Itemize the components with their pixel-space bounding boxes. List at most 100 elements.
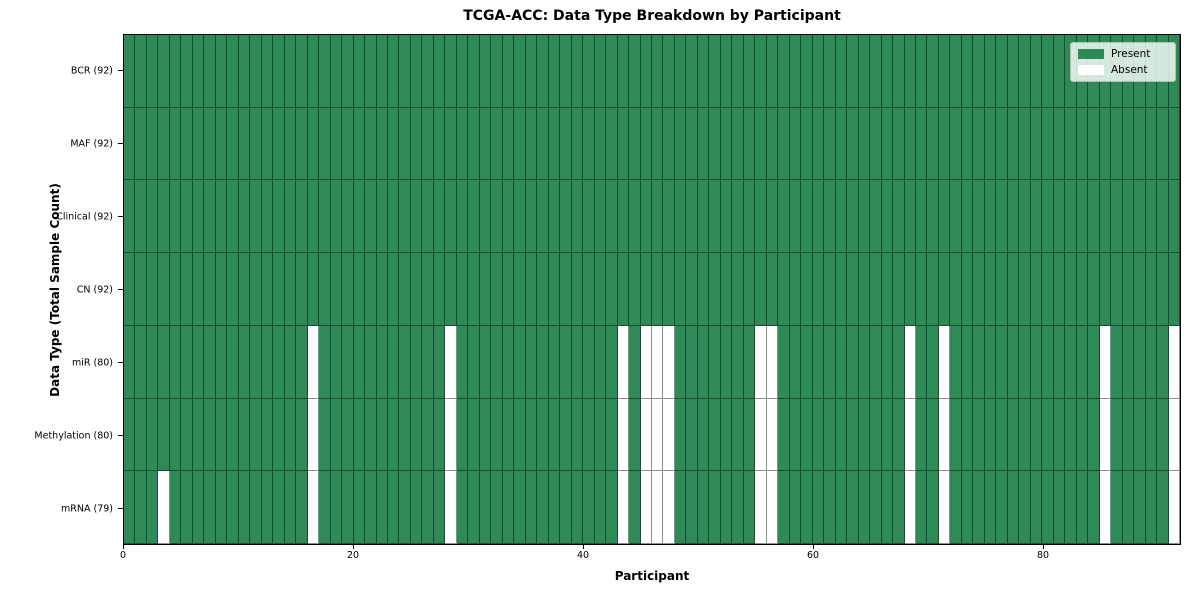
matrix-cell bbox=[640, 180, 652, 254]
matrix-cell bbox=[686, 253, 698, 326]
matrix-cell bbox=[732, 180, 744, 254]
legend-swatch-present bbox=[1078, 49, 1104, 60]
matrix-cell bbox=[984, 180, 997, 254]
matrix-cell bbox=[697, 398, 710, 472]
matrix-cell bbox=[812, 35, 825, 108]
matrix-cell bbox=[812, 325, 825, 399]
matrix-cell bbox=[307, 107, 320, 181]
matrix-cell bbox=[629, 398, 641, 472]
matrix-cell bbox=[1122, 471, 1135, 544]
matrix-cell bbox=[124, 398, 136, 472]
matrix-cell bbox=[1053, 325, 1066, 399]
matrix-cell bbox=[812, 471, 825, 544]
matrix-cell bbox=[158, 253, 170, 326]
y-tick-mark bbox=[118, 362, 123, 363]
matrix-cell bbox=[755, 180, 767, 254]
matrix-cell bbox=[984, 398, 997, 472]
matrix-cell bbox=[1111, 471, 1123, 544]
matrix-cell bbox=[927, 253, 939, 326]
x-tick-mark bbox=[122, 545, 124, 549]
matrix-cell bbox=[548, 471, 561, 544]
legend-item: Present bbox=[1078, 49, 1168, 60]
matrix-cell bbox=[743, 471, 756, 544]
matrix-cell bbox=[181, 398, 193, 472]
matrix-cell bbox=[1042, 180, 1054, 254]
matrix-cell bbox=[950, 471, 962, 544]
matrix-cell bbox=[273, 471, 285, 544]
matrix-cell bbox=[927, 180, 939, 254]
matrix-cell bbox=[261, 35, 274, 108]
matrix-cell bbox=[548, 180, 561, 254]
matrix-cell bbox=[778, 471, 790, 544]
y-tick-label: miR (80) bbox=[71, 356, 113, 368]
matrix-cell bbox=[399, 325, 411, 399]
matrix-cell bbox=[996, 398, 1008, 472]
matrix-cell bbox=[640, 398, 652, 472]
matrix-cell bbox=[835, 471, 848, 544]
matrix-cell bbox=[927, 471, 939, 544]
matrix-cell bbox=[502, 325, 515, 399]
matrix-cell bbox=[720, 35, 733, 108]
matrix-cell bbox=[1099, 107, 1112, 181]
matrix-cell bbox=[296, 398, 308, 472]
matrix-cell bbox=[824, 253, 836, 326]
matrix-cell bbox=[629, 107, 641, 181]
matrix-cell bbox=[663, 35, 675, 108]
matrix-cell bbox=[1099, 253, 1112, 326]
matrix-cell bbox=[1053, 398, 1066, 472]
matrix-cell bbox=[996, 35, 1008, 108]
matrix-cell bbox=[273, 398, 285, 472]
matrix-cell bbox=[893, 35, 905, 108]
matrix-cell bbox=[422, 325, 434, 399]
matrix-cell bbox=[1088, 107, 1100, 181]
matrix-cell bbox=[181, 325, 193, 399]
matrix-cell bbox=[1076, 325, 1089, 399]
matrix-cell bbox=[433, 398, 446, 472]
matrix-cell bbox=[1168, 325, 1180, 399]
matrix-cell bbox=[720, 325, 733, 399]
matrix-cell bbox=[801, 35, 813, 108]
matrix-cell bbox=[353, 35, 366, 108]
matrix-cell bbox=[1065, 325, 1077, 399]
matrix-cell bbox=[433, 325, 446, 399]
matrix-cell bbox=[502, 107, 515, 181]
matrix-cell bbox=[870, 471, 882, 544]
matrix-cell bbox=[238, 180, 251, 254]
matrix-cell bbox=[261, 107, 274, 181]
matrix-cell bbox=[146, 253, 159, 326]
matrix-cell bbox=[376, 35, 388, 108]
matrix-cell bbox=[1111, 325, 1123, 399]
matrix-cell bbox=[215, 107, 228, 181]
matrix-cell bbox=[1042, 253, 1054, 326]
matrix-cell bbox=[410, 253, 423, 326]
matrix-cell bbox=[410, 398, 423, 472]
matrix-cell bbox=[893, 471, 905, 544]
matrix-cell bbox=[158, 471, 170, 544]
matrix-cell bbox=[1088, 180, 1100, 254]
matrix-cell bbox=[342, 180, 354, 254]
matrix-cell bbox=[686, 325, 698, 399]
y-tick-label: Methylation (80) bbox=[34, 429, 113, 441]
matrix-cell bbox=[697, 107, 710, 181]
matrix-cell bbox=[468, 325, 480, 399]
matrix-cell bbox=[146, 107, 159, 181]
matrix-cell bbox=[583, 107, 595, 181]
matrix-cell bbox=[652, 325, 664, 399]
matrix-cell bbox=[525, 253, 538, 326]
matrix-cell bbox=[365, 325, 377, 399]
matrix-cell bbox=[537, 398, 549, 472]
matrix-cell bbox=[594, 107, 607, 181]
matrix-cell bbox=[950, 35, 962, 108]
matrix-cell bbox=[1134, 398, 1146, 472]
matrix-cell bbox=[537, 180, 549, 254]
matrix-cell bbox=[1134, 471, 1146, 544]
matrix-cell bbox=[537, 35, 549, 108]
matrix-cell bbox=[181, 107, 193, 181]
matrix-cell bbox=[801, 471, 813, 544]
matrix-cell bbox=[904, 35, 916, 108]
matrix-cell bbox=[479, 398, 492, 472]
matrix-cell bbox=[938, 107, 951, 181]
matrix-cell bbox=[410, 107, 423, 181]
matrix-cell bbox=[158, 398, 170, 472]
y-tick-mark bbox=[118, 70, 123, 71]
